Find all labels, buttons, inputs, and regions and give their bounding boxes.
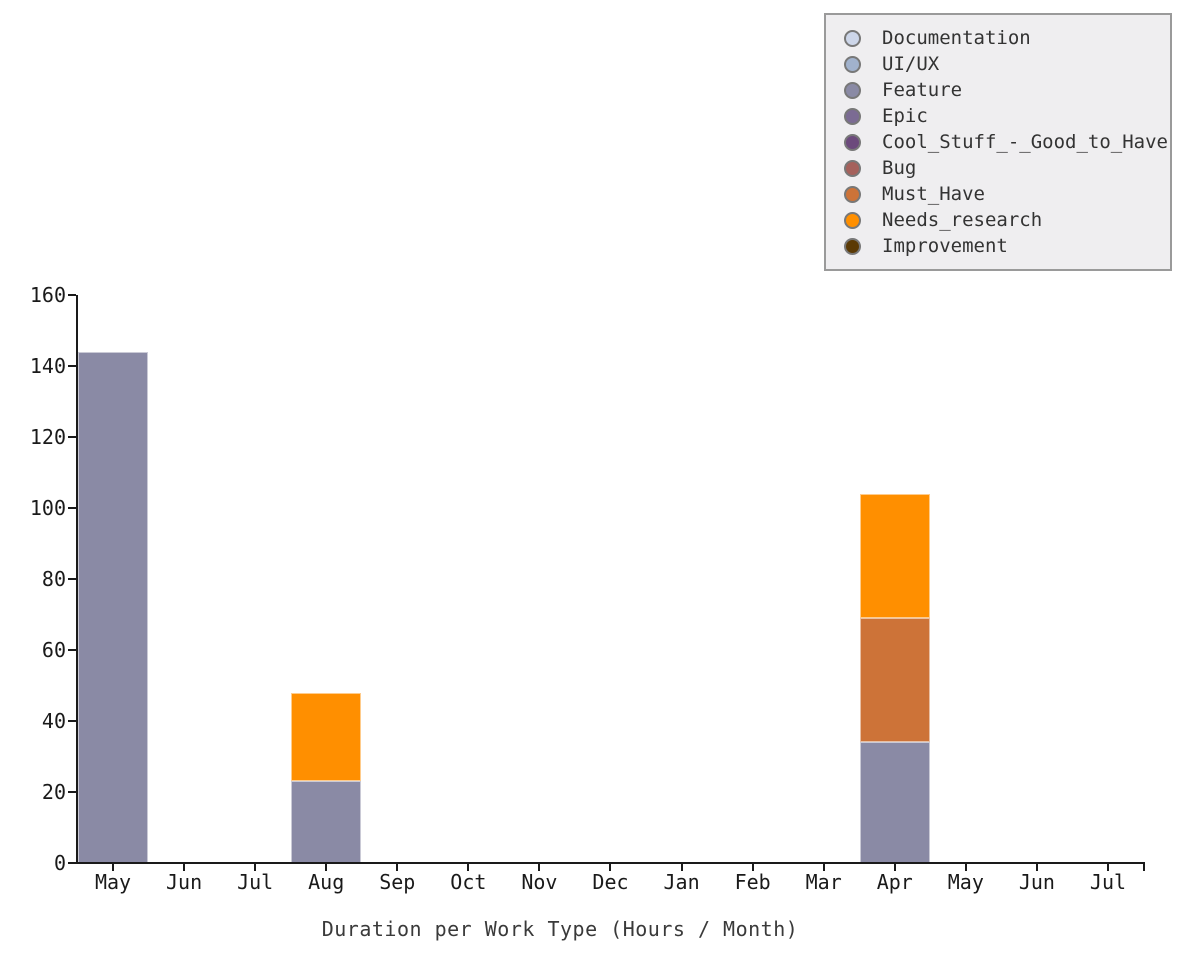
legend-circle-marker-icon bbox=[844, 107, 861, 125]
y-tick-label: 160 bbox=[29, 283, 66, 307]
x-tick bbox=[538, 864, 541, 871]
y-tick bbox=[68, 365, 76, 367]
y-tick-label: 140 bbox=[29, 354, 66, 378]
y-tick-label: 120 bbox=[29, 425, 66, 449]
legend-item-ui-ux: UI/UX bbox=[844, 51, 1154, 77]
y-tick-label: 80 bbox=[41, 567, 66, 591]
legend-item-label: Cool_Stuff_-_Good_to_Have bbox=[882, 131, 1168, 153]
x-tick-label: Sep bbox=[379, 870, 416, 894]
legend-circle-marker-icon bbox=[844, 133, 861, 151]
legend-item-label: Improvement bbox=[882, 235, 1008, 257]
bar-segment-feature-may bbox=[78, 351, 148, 863]
y-tick bbox=[68, 862, 76, 864]
x-tick bbox=[467, 864, 470, 871]
x-tick-label: May bbox=[94, 870, 132, 894]
x-tick bbox=[254, 864, 257, 871]
y-tick-label: 60 bbox=[41, 638, 66, 662]
x-tick-label: Apr bbox=[876, 870, 913, 894]
legend-circle-marker-icon bbox=[844, 237, 861, 255]
legend-item-label: Must_Have bbox=[882, 183, 985, 205]
legend-item-epic: Epic bbox=[844, 103, 1154, 129]
y-tick-label: 40 bbox=[41, 709, 66, 733]
legend-item-needs-research: Needs_research bbox=[844, 207, 1154, 233]
legend-circle-marker-icon bbox=[844, 185, 861, 203]
x-tick bbox=[112, 864, 114, 871]
legend-item-bug: Bug bbox=[844, 155, 1154, 181]
x-tick bbox=[822, 864, 825, 871]
y-tick bbox=[68, 720, 76, 722]
legend-item-label: Bug bbox=[882, 157, 917, 179]
legend-item-improvement: Improvement bbox=[844, 233, 1154, 259]
bar-segment-needs-research-apr bbox=[859, 493, 930, 619]
x-tick bbox=[751, 864, 754, 871]
x-tick-label: Oct bbox=[450, 870, 487, 894]
y-tick-label: 100 bbox=[29, 496, 66, 520]
x-tick-label: May bbox=[947, 870, 984, 894]
legend-item-documentation: Documentation bbox=[844, 25, 1154, 51]
legend-item-label: Documentation bbox=[882, 27, 1031, 49]
legend-circle-marker-icon bbox=[844, 159, 861, 177]
legend: Documentation UI/UX Feature Epic Cool_Stuff_… bbox=[824, 13, 1172, 271]
legend-circle-marker-icon bbox=[844, 55, 861, 73]
y-tick-label: 0 bbox=[53, 851, 66, 875]
legend-item-label: Epic bbox=[882, 105, 928, 127]
legend-item-label: Feature bbox=[882, 79, 963, 101]
x-tick bbox=[1035, 864, 1038, 871]
x-tick-label: Mar bbox=[805, 870, 842, 894]
bar-segment-feature-aug bbox=[291, 781, 362, 863]
legend-item-cool-stuff-good-to-have: Cool_Stuff_-_Good_to_Have bbox=[844, 129, 1168, 155]
y-tick-label: 20 bbox=[41, 780, 66, 804]
bar-segment-needs-research-aug bbox=[291, 692, 362, 782]
legend-circle-marker-icon bbox=[844, 211, 861, 229]
legend-circle-marker-icon bbox=[844, 81, 861, 99]
legend-item-label: Needs_research bbox=[882, 209, 1043, 231]
y-tick bbox=[68, 791, 76, 793]
y-tick bbox=[68, 578, 76, 580]
x-tick bbox=[183, 864, 186, 871]
x-axis-title: Duration per Work Type (Hours / Month) bbox=[321, 917, 799, 941]
bar-segment-feature-apr bbox=[859, 742, 930, 863]
x-tick bbox=[680, 864, 683, 871]
x-tick bbox=[893, 864, 896, 871]
x-tick bbox=[1106, 864, 1109, 871]
x-tick bbox=[964, 864, 967, 871]
legend-circle-marker-icon bbox=[844, 29, 861, 47]
x-tick-label: Dec bbox=[592, 870, 629, 894]
x-tick-label: Jun bbox=[1018, 870, 1055, 894]
legend-item-label: UI/UX bbox=[882, 53, 940, 75]
x-tick bbox=[609, 864, 612, 871]
x-tick-label: Aug bbox=[308, 870, 345, 894]
x-axis-end-cap bbox=[1143, 864, 1145, 871]
legend-item-feature: Feature bbox=[844, 77, 1154, 103]
y-axis-spine bbox=[76, 295, 78, 864]
legend-item-must-have: Must_Have bbox=[844, 181, 1154, 207]
x-tick-label: Jul bbox=[237, 870, 274, 894]
y-tick bbox=[68, 649, 76, 651]
x-tick-label: Jul bbox=[1089, 870, 1127, 894]
y-tick bbox=[68, 294, 76, 296]
x-tick bbox=[325, 864, 328, 871]
bar-segment-must-have-apr bbox=[859, 618, 930, 743]
x-tick-label: Jan bbox=[663, 870, 700, 894]
y-tick bbox=[68, 436, 76, 438]
y-tick bbox=[68, 507, 76, 509]
x-tick-label: Feb bbox=[734, 870, 771, 894]
x-tick bbox=[396, 864, 399, 871]
x-tick-label: Jun bbox=[166, 870, 203, 894]
x-axis-spine bbox=[76, 862, 1145, 864]
x-tick-label: Nov bbox=[521, 870, 558, 894]
